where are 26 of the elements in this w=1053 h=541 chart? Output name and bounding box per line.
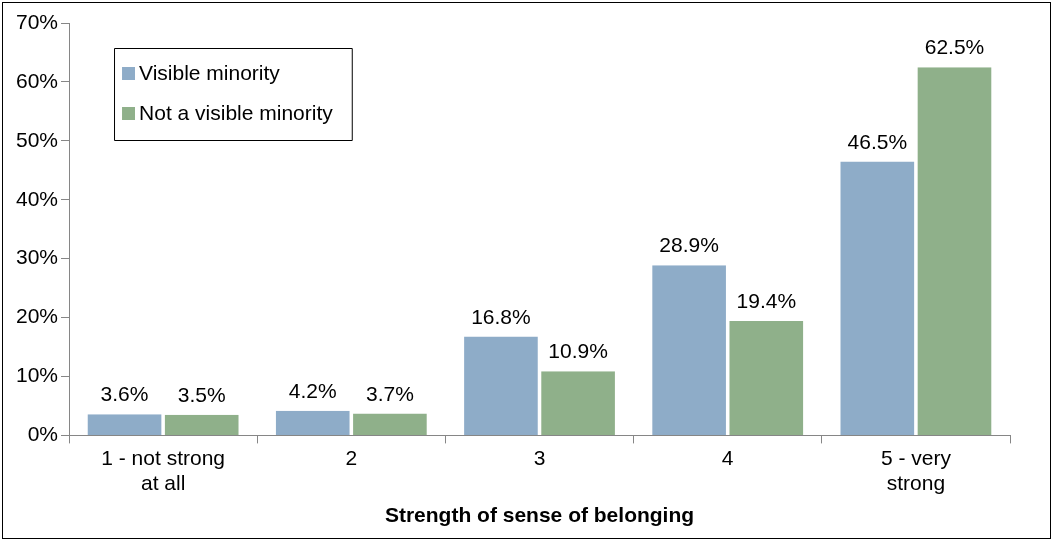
x-tick-label: 5 - very strong xyxy=(880,445,952,494)
y-tick-label: 30% xyxy=(16,245,59,269)
legend-label: Not a visible minority xyxy=(139,100,334,124)
data-label: 3.7% xyxy=(365,381,414,405)
x-tick-label: 1 - not strong at all xyxy=(101,445,225,494)
y-tick-label: 70% xyxy=(16,9,59,33)
x-axis-title: Strength of sense of belonging xyxy=(384,503,695,527)
legend-label: Visible minority xyxy=(139,60,281,84)
y-tick-label: 60% xyxy=(16,68,59,92)
data-label: 28.9% xyxy=(659,233,719,257)
data-label: 10.9% xyxy=(548,339,608,363)
x-tick-label: 2 xyxy=(345,445,358,469)
y-tick-label: 40% xyxy=(16,186,59,210)
data-label: 46.5% xyxy=(847,129,908,153)
data-label: 3.5% xyxy=(177,383,226,407)
y-tick-label: 10% xyxy=(16,363,59,387)
data-label: 19.4% xyxy=(736,289,797,313)
y-tick-label: 50% xyxy=(16,127,59,151)
data-label: 3.6% xyxy=(100,382,149,406)
data-label: 62.5% xyxy=(924,35,985,59)
y-tick-label: 20% xyxy=(16,304,59,328)
data-label: 16.8% xyxy=(471,304,531,328)
x-tick-label: 3 xyxy=(533,445,546,469)
data-label: 4.2% xyxy=(288,378,337,402)
x-tick-label: 4 xyxy=(721,445,734,469)
y-tick-label: 0% xyxy=(27,422,59,446)
